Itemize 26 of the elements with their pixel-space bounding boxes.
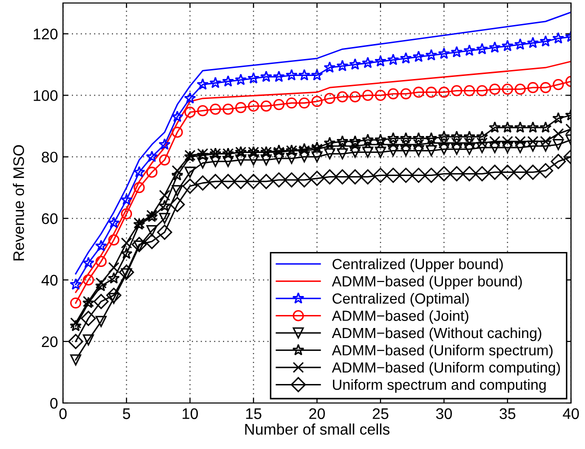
legend-label: Centralized (Upper bound) — [332, 258, 503, 272]
x-tick-label: 25 — [372, 408, 388, 420]
x-tick-label: 20 — [309, 408, 325, 420]
x-tick-label: 30 — [436, 408, 452, 420]
x-tick-label: 0 — [59, 408, 67, 420]
y-tick-label: 0 — [50, 398, 58, 409]
x-tick-label: 15 — [246, 408, 262, 420]
legend-label: Centralized (Optimal) — [332, 292, 469, 307]
y-tick-label: 100 — [34, 90, 58, 101]
x-axis-title: Number of small cells — [245, 423, 390, 435]
legend-label: ADMM−based (Uniform spectrum) — [332, 344, 553, 358]
y-tick-label: 120 — [34, 28, 58, 40]
x-tick-label: 5 — [122, 408, 130, 420]
y-tick-label: 60 — [42, 213, 58, 224]
legend-label: ADMM−based (Without caching) — [332, 327, 542, 342]
y-axis-title: Revenue of MSO — [12, 145, 24, 260]
y-tick-label: 80 — [42, 152, 58, 163]
y-tick-label: 20 — [42, 336, 58, 348]
x-tick-label: 40 — [562, 408, 579, 420]
x-tick-label: 35 — [500, 408, 516, 420]
y-tick-label: 40 — [42, 274, 58, 286]
x-tick-label: 10 — [182, 408, 198, 420]
legend-label: ADMM−based (Joint) — [332, 310, 468, 324]
legend-label: ADMM−based (Upper bound) — [332, 276, 522, 290]
legend-label: ADMM−based (Uniform computing) — [332, 362, 560, 376]
legend-label: Uniform spectrum and computing — [332, 379, 546, 393]
